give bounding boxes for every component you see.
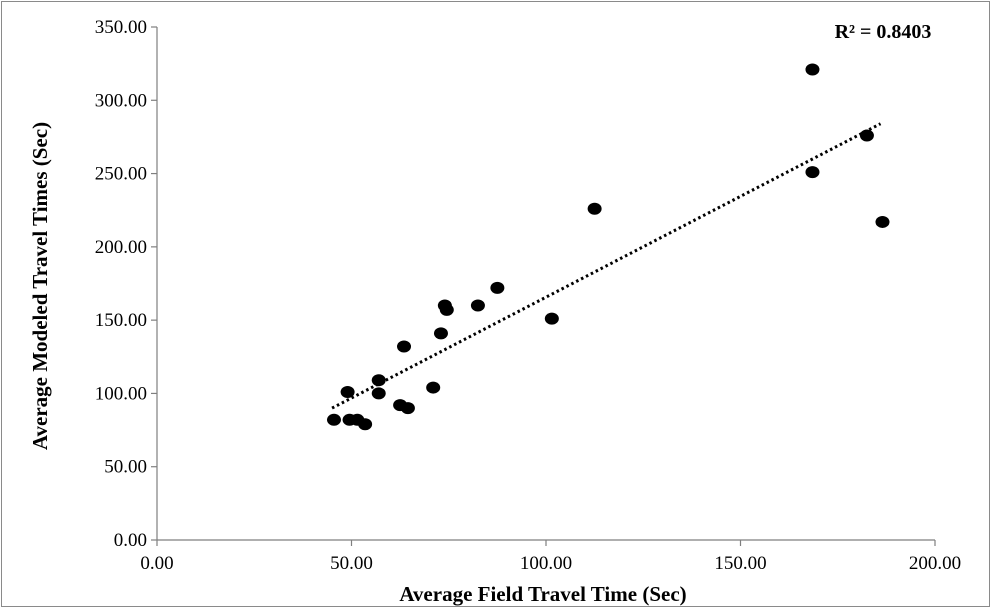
data-point bbox=[587, 202, 602, 215]
y-tick-label: 350.00 bbox=[95, 17, 147, 38]
data-point bbox=[859, 129, 874, 142]
data-point bbox=[371, 387, 386, 400]
data-point bbox=[426, 381, 441, 394]
x-tick-label: 200.00 bbox=[909, 553, 961, 574]
data-point bbox=[358, 418, 373, 431]
x-tick-label: 100.00 bbox=[520, 553, 572, 574]
data-point bbox=[470, 299, 485, 312]
data-point bbox=[397, 340, 412, 353]
data-point bbox=[433, 327, 448, 340]
data-point bbox=[439, 303, 454, 316]
data-point bbox=[400, 402, 415, 415]
trendline bbox=[331, 122, 882, 410]
data-point bbox=[544, 312, 559, 325]
data-point bbox=[490, 281, 505, 294]
y-tick-label: 0.00 bbox=[114, 530, 147, 551]
data-point bbox=[326, 413, 341, 426]
r-squared-annotation: R² = 0.8403 bbox=[835, 21, 932, 43]
x-ticks: 0.00 50.00 100.00 150.00 200.00 bbox=[140, 540, 961, 574]
axes bbox=[156, 27, 935, 541]
x-tick-label: 150.00 bbox=[714, 553, 766, 574]
y-tick-label: 200.00 bbox=[95, 237, 147, 258]
y-tick-label: 100.00 bbox=[95, 383, 147, 404]
y-tick-label: 250.00 bbox=[95, 164, 147, 185]
y-tick-label: 50.00 bbox=[104, 457, 147, 478]
y-axis-label: Average Modeled Travel Times (Sec) bbox=[28, 122, 52, 450]
x-tick-label: 0.00 bbox=[140, 553, 173, 574]
x-axis-label: Average Field Travel Time (Sec) bbox=[399, 582, 686, 606]
data-point bbox=[805, 166, 820, 179]
x-tick-label: 50.00 bbox=[330, 553, 373, 574]
y-tick-label: 150.00 bbox=[95, 310, 147, 331]
y-ticks: 0.00 50.00 100.00 150.00 200.00 250.00 300.00 3… bbox=[95, 17, 157, 551]
data-point bbox=[875, 215, 890, 228]
trendline-group bbox=[331, 122, 882, 410]
data-point bbox=[340, 385, 355, 398]
y-tick-label: 300.00 bbox=[95, 90, 147, 111]
data-point bbox=[371, 374, 386, 387]
data-points bbox=[326, 63, 890, 431]
data-point bbox=[805, 63, 820, 76]
